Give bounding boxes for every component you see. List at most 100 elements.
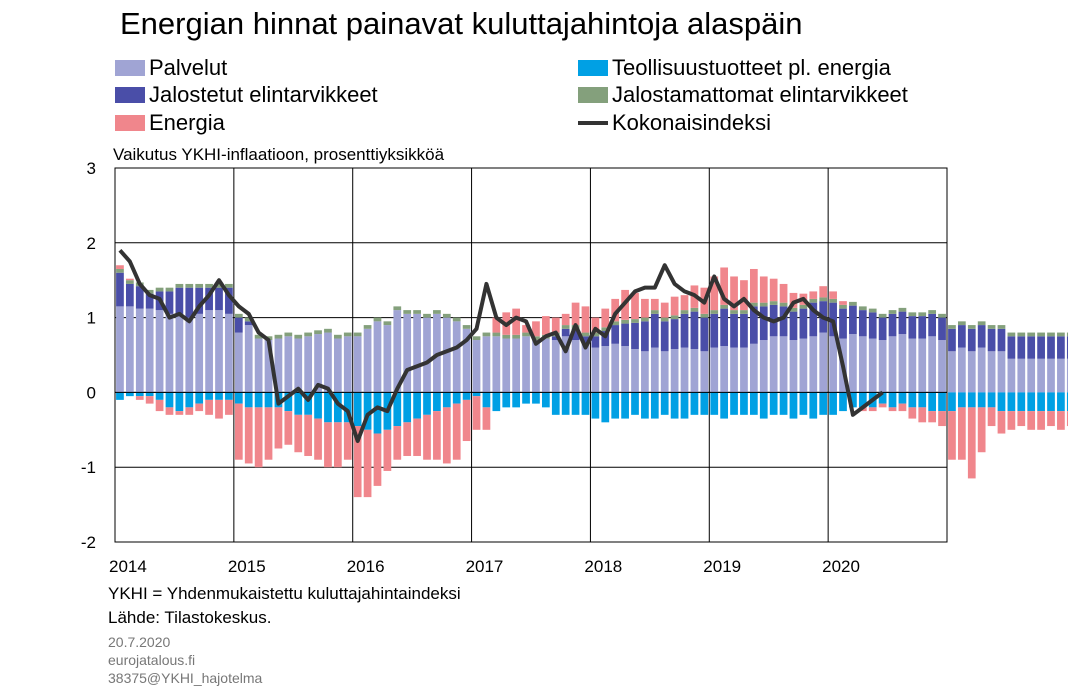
bar-palvelut [125,306,134,393]
bar-energia [175,411,184,415]
bar-jalostamattomat-elintarvikkeet [561,325,570,329]
plot-frame [114,167,948,543]
bar-palvelut [492,336,501,393]
bar-palvelut [363,328,372,393]
bar-jalostamattomat-elintarvikkeet [482,332,491,337]
bar-teollisuustuotteet-pl-energia [165,392,174,408]
bar-teollisuustuotteet-pl-energia [720,392,729,419]
bar-jalostamattomat-elintarvikkeet [680,310,689,314]
bar-palvelut [1047,358,1055,393]
bar-jalostamattomat-elintarvikkeet [1066,332,1068,337]
bar-jalostetut-elintarvikkeet [888,313,897,337]
bar-energia [928,411,937,423]
bar-teollisuustuotteet-pl-energia [908,392,917,408]
bar-teollisuustuotteet-pl-energia [373,392,382,434]
bar-jalostetut-elintarvikkeet [898,311,907,335]
bar-jalostamattomat-elintarvikkeet [165,287,174,292]
bar-teollisuustuotteet-pl-energia [1027,392,1036,412]
bar-energia [591,317,600,333]
bar-teollisuustuotteet-pl-energia [938,392,946,412]
bar-jalostamattomat-elintarvikkeet [908,312,917,317]
legend-item-jalostamattomat: Jalostamattomat elintarvikkeet [578,82,908,108]
bar-teollisuustuotteet-pl-energia [591,392,600,419]
footnote-definition: YKHI = Yhdenmukaistettu kuluttajahintain… [108,584,461,603]
bar-jalostamattomat-elintarvikkeet [928,310,937,314]
bar-jalostamattomat-elintarvikkeet [938,313,946,318]
bar-jalostetut-elintarvikkeet [551,336,560,341]
bar-palvelut [442,317,451,393]
legend-swatch-palvelut [115,60,145,76]
bar-teollisuustuotteet-pl-energia [878,392,887,404]
bar-jalostamattomat-elintarvikkeet [809,298,818,303]
bar-energia [898,403,907,412]
bar-teollisuustuotteet-pl-energia [304,392,313,415]
bar-energia [710,276,719,311]
bar-jalostetut-elintarvikkeet [839,308,847,339]
bar-teollisuustuotteet-pl-energia [333,392,342,423]
legend-swatch-energia [115,115,145,131]
bar-energia [135,396,144,400]
legend-label-kokonaisindeksi: Kokonaisindeksi [612,110,771,135]
bar-energia [997,411,1006,434]
bar-teollisuustuotteet-pl-energia [413,392,421,419]
bar-energia [740,280,748,311]
bar-jalostetut-elintarvikkeet [789,311,798,341]
bar-energia [1007,411,1016,430]
bar-jalostamattomat-elintarvikkeet [442,313,451,318]
bar-jalostamattomat-elintarvikkeet [700,313,709,318]
bar-energia [254,407,263,468]
bar-teollisuustuotteet-pl-energia [680,392,689,419]
bar-palvelut [779,336,788,393]
bar-teollisuustuotteet-pl-energia [858,392,867,408]
bar-teollisuustuotteet-pl-energia [759,392,768,419]
bar-jalostamattomat-elintarvikkeet [730,310,738,314]
meta-info: 20.7.2020 eurojatalous.fi 38375@YKHI_haj… [108,633,262,687]
bar-jalostamattomat-elintarvikkeet [274,334,283,339]
bar-teollisuustuotteet-pl-energia [611,392,620,419]
bar-jalostamattomat-elintarvikkeet [769,301,778,305]
y-tick-label: 1 [87,309,96,328]
bar-palvelut [1007,358,1016,393]
bar-jalostamattomat-elintarvikkeet [452,317,461,322]
bar-palvelut [878,340,887,393]
bar-teollisuustuotteet-pl-energia [462,392,471,400]
bar-palvelut [551,340,560,393]
bar-teollisuustuotteet-pl-energia [551,392,560,415]
bar-energia [274,407,283,449]
bar-palvelut [452,321,461,393]
bar-jalostamattomat-elintarvikkeet [858,306,867,311]
y-tick-label: 0 [87,383,96,402]
bar-palvelut [641,351,649,393]
bar-palvelut [581,343,590,393]
y-axis-label: Vaikutus YKHI-inflaatioon, prosenttiyksi… [113,145,445,164]
bar-energia [809,291,818,299]
bar-energia [294,414,303,453]
bar-teollisuustuotteet-pl-energia [244,392,253,408]
bar-palvelut [145,308,154,393]
bar-energia [284,411,293,445]
bar-jalostetut-elintarvikkeet [928,313,937,337]
bar-teollisuustuotteet-pl-energia [987,392,996,408]
bar-jalostamattomat-elintarvikkeet [987,325,996,329]
bar-palvelut [462,328,471,393]
bar-jalostamattomat-elintarvikkeet [512,334,521,339]
chart-title: Energian hinnat painavat kuluttajahintoj… [120,6,803,41]
bar-jalostamattomat-elintarvikkeet [333,334,342,339]
bar-jalostamattomat-elintarvikkeet [343,332,352,337]
bar-teollisuustuotteet-pl-energia [650,392,659,419]
bar-palvelut [631,349,639,393]
bar-jalostetut-elintarvikkeet [730,313,738,348]
bar-energia [264,407,273,460]
bar-teollisuustuotteet-pl-energia [294,392,303,415]
bar-energia [155,399,164,412]
bar-jalostamattomat-elintarvikkeet [353,332,362,337]
bar-teollisuustuotteet-pl-energia [284,392,293,412]
bar-palvelut [948,351,956,393]
bar-palvelut [135,308,144,393]
bar-palvelut [482,336,491,393]
bar-teollisuustuotteet-pl-energia [621,392,629,419]
bar-energia [1057,411,1065,430]
bar-teollisuustuotteet-pl-energia [324,392,332,423]
bar-jalostamattomat-elintarvikkeet [234,313,243,318]
